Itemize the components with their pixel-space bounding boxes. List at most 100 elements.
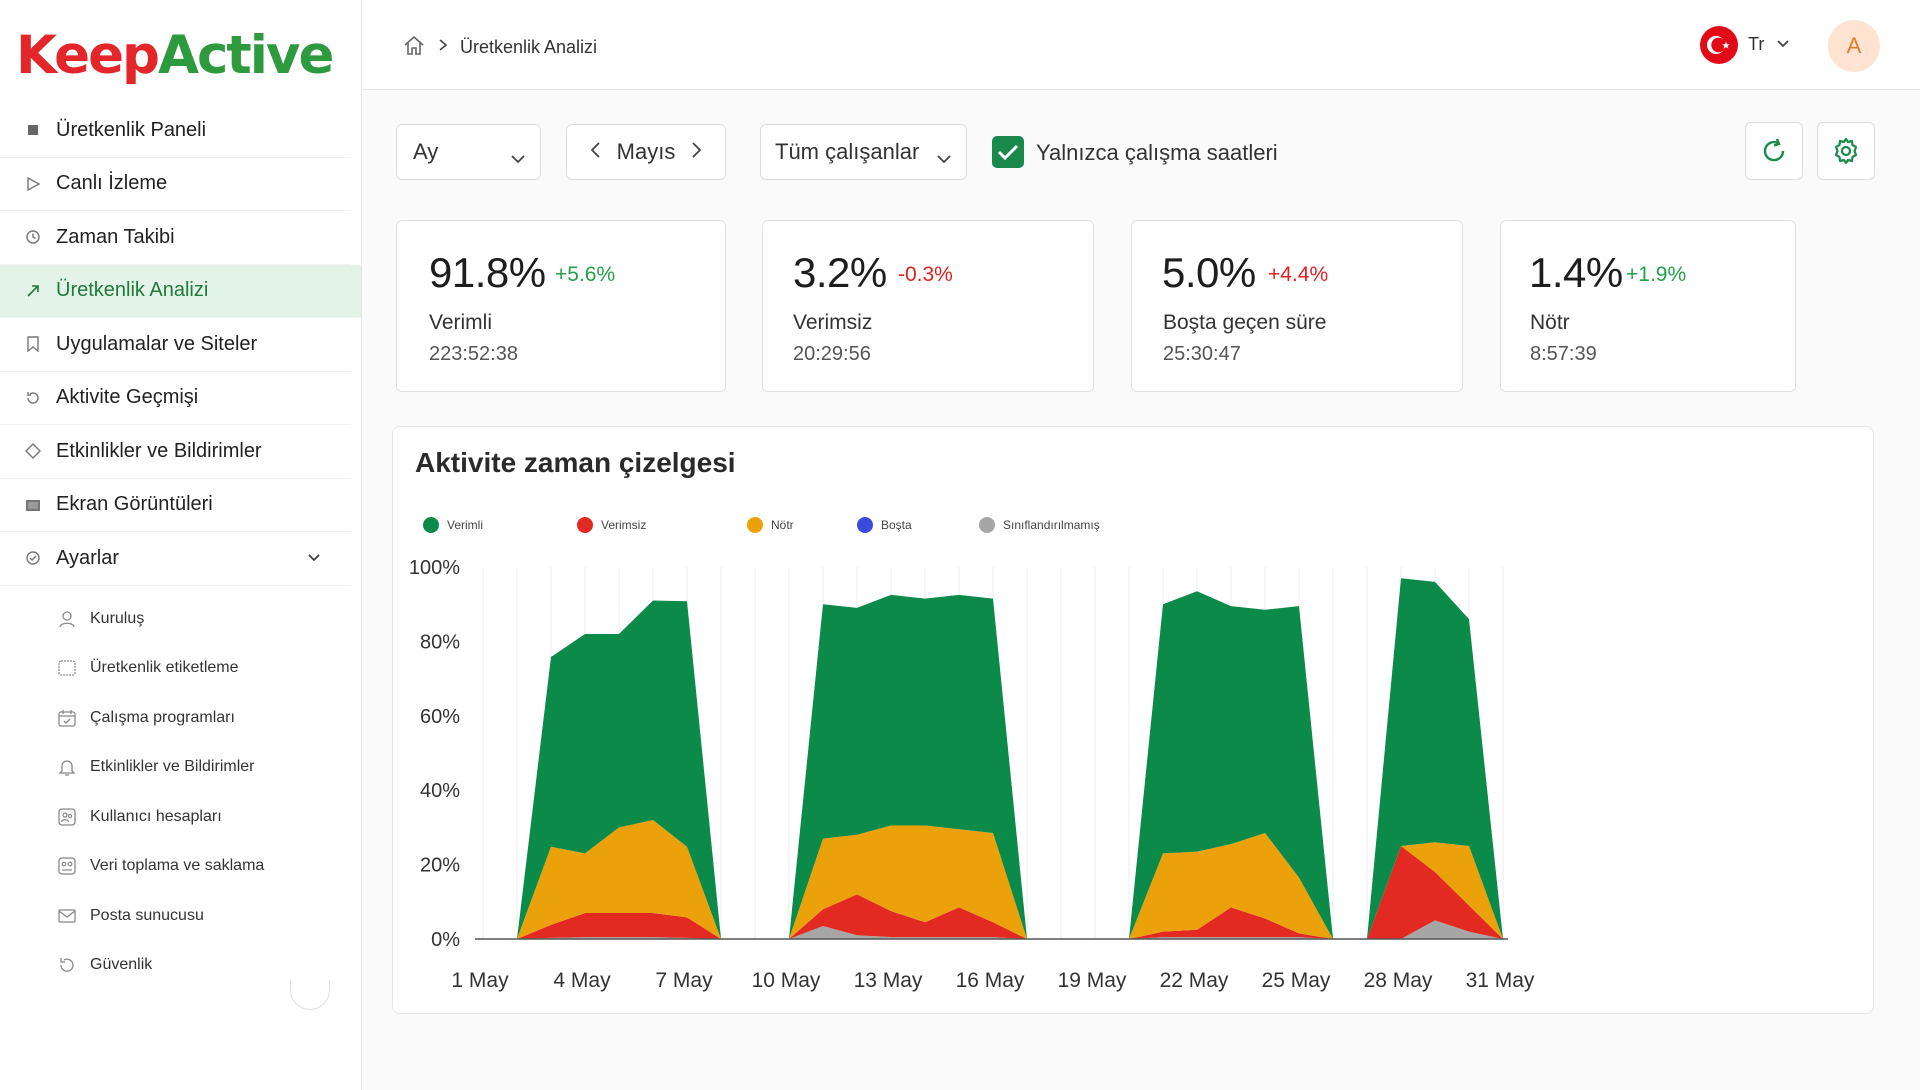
previous-month-icon[interactable] (589, 139, 601, 165)
sidebar-item-label: Ayarlar (56, 546, 119, 569)
x-tick-label: 22 May (1160, 969, 1229, 992)
legend-item-neutral[interactable]: Nötr (747, 517, 794, 533)
y-tick-label: 60% (420, 706, 460, 728)
stat-time: 25:30:47 (1163, 343, 1241, 365)
sidebar-item-label: Etkinlikler ve Bildirimler (56, 439, 262, 462)
sidebar-subitem-security[interactable]: Güvenlik (0, 941, 361, 991)
sidebar-item-productivity-dashboard[interactable]: Üretkenlik Paneli (0, 104, 351, 158)
sidebar-item-time-tracking[interactable]: Zaman Takibi (0, 211, 351, 265)
area-series-unclassified[interactable] (483, 920, 1503, 939)
clock-icon (24, 228, 42, 246)
stat-delta: +4.4% (1268, 263, 1329, 286)
legend-swatch (747, 517, 763, 533)
stat-time: 20:29:56 (793, 343, 871, 365)
language-selector[interactable]: Tr (1748, 34, 1765, 54)
stat-card-neutral: 1.4% +1.9% Nötr 8:57:39 (1500, 220, 1796, 392)
stat-percent: 91.8% (429, 249, 546, 296)
breadcrumb: Üretkenlik Analizi (402, 34, 597, 61)
mail-icon (56, 905, 78, 927)
breadcrumb-current: Üretkenlik Analizi (460, 37, 598, 57)
legend-label: Verimsiz (601, 518, 647, 532)
x-tick-label: 16 May (956, 969, 1025, 992)
stat-time: 223:52:38 (429, 343, 518, 365)
sidebar-subitem-label: Veri toplama ve saklama (90, 857, 265, 875)
sidebar-subitem-label: Posta sunucusu (90, 906, 204, 924)
stat-delta: -0.3% (898, 263, 953, 286)
sidebar-subitem-data-collection[interactable]: Veri toplama ve saklama (0, 842, 361, 892)
stat-card-productive: 91.8% +5.6% Verimli 223:52:38 (396, 220, 726, 392)
history-icon (24, 389, 42, 407)
working-hours-checkbox[interactable] (992, 136, 1024, 168)
area-series-neutral[interactable] (483, 820, 1503, 939)
sidebar-item-settings[interactable]: Ayarlar (0, 532, 351, 586)
sidebar-subitem-productivity-tagging[interactable]: Üretkenlik etiketleme (0, 644, 361, 694)
users-icon (56, 806, 78, 828)
chevron-down-icon (936, 145, 952, 171)
stat-percent: 1.4% (1529, 249, 1623, 296)
chart-legend: Verimli Verimsiz Nötr Boşta Sınıflandırı… (415, 499, 1135, 549)
sidebar-item-screenshots[interactable]: Ekran Görüntüleri (0, 479, 351, 532)
sidebar-subitem-events-notifications[interactable]: Etkinlikler ve Bildirimler (0, 743, 361, 793)
stat-label: Nötr (1530, 311, 1570, 334)
sidebar-item-label: Canlı İzleme (56, 172, 168, 195)
stat-percent: 5.0% (1162, 249, 1256, 296)
sidebar-subitem-organization[interactable]: Kuruluş (0, 594, 361, 644)
sidebar-item-productivity-analysis[interactable]: Üretkenlik Analizi (0, 264, 361, 318)
chevron-down-icon[interactable] (307, 550, 321, 568)
turkey-flag-icon[interactable] (1700, 26, 1738, 64)
sidebar-item-activity-history[interactable]: Aktivite Geçmişi (0, 372, 351, 425)
keepactive-logo[interactable]: KeepActive (16, 25, 334, 86)
stat-percent: 3.2% (793, 249, 887, 296)
legend-item-productive[interactable]: Verimli (423, 517, 483, 533)
sidebar-subitem-work-schedules[interactable]: Çalışma programları (0, 693, 361, 743)
sidebar: KeepActive Üretkenlik Paneli Canlı İzlem… (0, 0, 362, 1090)
next-month-icon[interactable] (691, 139, 703, 165)
screenshot-icon (24, 496, 42, 514)
working-hours-label[interactable]: Yalnızca çalışma saatleri (1036, 140, 1278, 165)
sidebar-item-apps-sites[interactable]: Uygulamalar ve Siteler (0, 318, 351, 372)
legend-swatch (979, 517, 995, 533)
sidebar-subitem-label: Kuruluş (90, 609, 145, 627)
diamond-icon (24, 442, 42, 460)
organization-icon (56, 608, 78, 630)
x-tick-label: 19 May (1058, 969, 1127, 992)
security-icon (56, 954, 78, 976)
settings-button[interactable] (1817, 122, 1875, 180)
chevron-down-icon[interactable] (1776, 36, 1790, 54)
avatar[interactable]: A (1828, 20, 1880, 72)
legend-item-unclassified[interactable]: Sınıflandırılmamış (979, 517, 1100, 533)
sidebar-item-label: Ekran Görüntüleri (56, 493, 213, 516)
legend-label: Boşta (881, 518, 912, 532)
stat-delta: +1.9% (1626, 263, 1687, 286)
stat-card-idle: 5.0% +4.4% Boşta geçen süre 25:30:47 (1131, 220, 1463, 392)
employee-select[interactable]: Tüm çalışanlar (760, 124, 967, 180)
area-series-productive[interactable] (483, 578, 1503, 939)
x-tick-label: 7 May (655, 969, 713, 992)
area-series-unproductive[interactable] (483, 846, 1503, 939)
sidebar-item-events-notifications[interactable]: Etkinlikler ve Bildirimler (0, 425, 351, 479)
chevron-down-icon (510, 145, 526, 171)
sidebar-subitem-user-accounts[interactable]: Kullanıcı hesapları (0, 792, 361, 842)
tag-icon (56, 657, 78, 679)
activity-timeline-panel: 100% 80% 60% 40% 20% 0% 1 May 4 May 7 May 10 May 1… (392, 426, 1874, 1014)
legend-item-unproductive[interactable]: Verimsiz (577, 517, 646, 533)
legend-label: Sınıflandırılmamış (1003, 518, 1100, 532)
x-tick-label: 28 May (1364, 969, 1433, 992)
settings-icon (24, 549, 42, 567)
legend-swatch (857, 517, 873, 533)
sidebar-item-label: Üretkenlik Paneli (56, 118, 207, 141)
sidebar-item-label: Zaman Takibi (56, 225, 175, 248)
sidebar-collapse-button[interactable] (290, 980, 330, 1010)
legend-label: Verimli (447, 518, 484, 532)
sidebar-subitem-mail-server[interactable]: Posta sunucusu (0, 891, 361, 941)
period-select[interactable]: Ay (396, 124, 541, 180)
x-tick-label: 10 May (752, 969, 821, 992)
database-icon (56, 855, 78, 877)
sidebar-item-live-monitoring[interactable]: Canlı İzleme (0, 158, 351, 211)
main-nav: Üretkenlik Paneli Canlı İzleme Zaman Tak… (0, 104, 361, 586)
chart-title: Aktivite zaman çizelgesi (415, 447, 736, 478)
home-icon[interactable] (402, 34, 426, 61)
legend-item-idle[interactable]: Boşta (857, 517, 912, 533)
refresh-button[interactable] (1745, 122, 1803, 180)
period-select-value: Ay (413, 139, 439, 164)
